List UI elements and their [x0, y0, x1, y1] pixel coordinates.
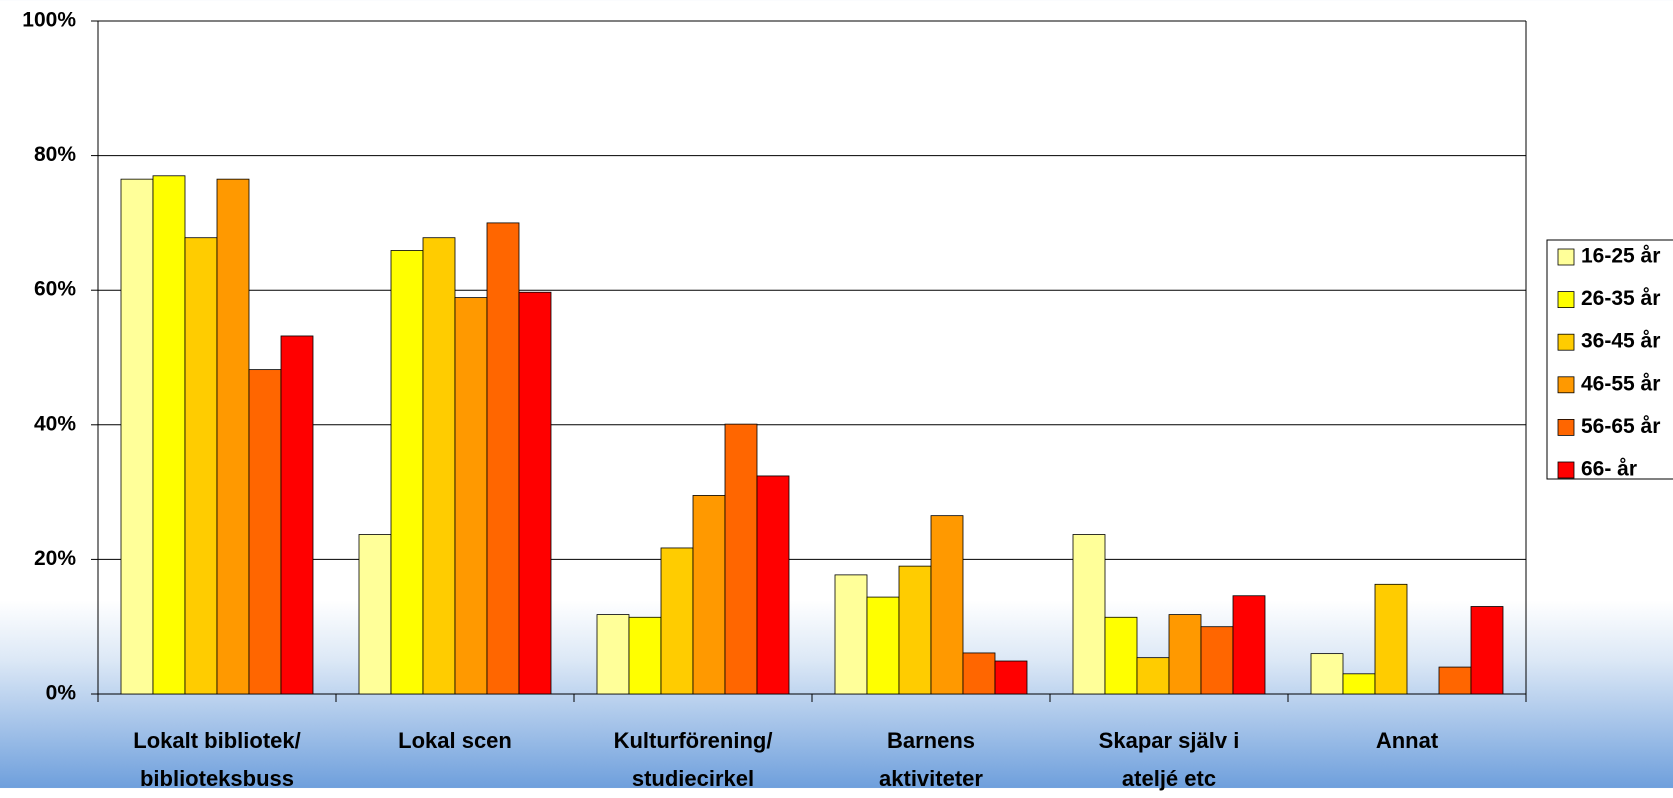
bar: [390, 250, 424, 695]
bar: [692, 495, 726, 695]
legend-label: 46-55 år: [1581, 372, 1660, 395]
bar: [962, 652, 996, 695]
bar: [454, 297, 488, 695]
y-tick-label: 40%: [34, 412, 76, 435]
bar: [596, 614, 630, 695]
bar: [248, 369, 282, 695]
y-tick-label: 100%: [22, 9, 76, 32]
legend-swatch: [1557, 376, 1575, 394]
bar: [1136, 657, 1170, 695]
legend-label: 36-45 år: [1581, 330, 1660, 353]
x-tick-label: Kulturförening/ studiecirkel: [613, 728, 773, 791]
bar: [756, 475, 790, 695]
x-tick-label: Lokalt bibliotek/ biblioteksbuss: [133, 728, 301, 791]
bar: [152, 175, 186, 695]
bar: [930, 515, 964, 695]
legend-swatch: [1557, 418, 1575, 436]
bar: [898, 565, 932, 695]
legend-swatch: [1557, 461, 1575, 479]
x-tick-label: Lokal scen: [398, 728, 512, 753]
bar: [1104, 616, 1138, 695]
legend-label: 26-35 år: [1581, 287, 1660, 310]
legend-swatch: [1557, 291, 1575, 309]
bar: [1374, 583, 1408, 695]
legend-label: 56-65 år: [1581, 415, 1660, 438]
y-tick-label: 20%: [34, 547, 76, 570]
bar: [724, 423, 758, 695]
x-tick-label: Annat: [1375, 728, 1439, 753]
bar: [660, 547, 694, 695]
bar: [994, 660, 1028, 695]
bar: [184, 237, 218, 695]
legend-swatch: [1557, 248, 1575, 266]
x-tick-label: Skapar själv i ateljé etc: [1098, 728, 1240, 791]
legend-swatch: [1557, 333, 1575, 351]
bar: [216, 178, 250, 695]
x-tick-label: Barnens aktiviteter: [879, 728, 983, 791]
bar: [486, 222, 520, 695]
bar: [518, 291, 552, 695]
legend-label: 16-25 år: [1581, 245, 1660, 268]
bar: [1470, 606, 1504, 695]
bar: [834, 574, 868, 695]
y-tick-label: 60%: [34, 278, 76, 301]
legend-label: 66- år: [1581, 458, 1637, 481]
y-tick-label: 80%: [34, 143, 76, 166]
y-tick-label: 0%: [46, 682, 77, 705]
bar: [280, 335, 314, 695]
bar: [1072, 534, 1106, 695]
bar: [1342, 673, 1376, 695]
bar: [1310, 653, 1344, 695]
bar: [1168, 614, 1202, 695]
bar: [1438, 666, 1472, 695]
bar: [358, 534, 392, 695]
legend-box: [1546, 239, 1673, 480]
bar: [1232, 595, 1266, 695]
bar: [422, 237, 456, 695]
bar: [1200, 626, 1234, 695]
bar: [628, 616, 662, 695]
bar: [866, 596, 900, 695]
bar: [120, 178, 154, 695]
